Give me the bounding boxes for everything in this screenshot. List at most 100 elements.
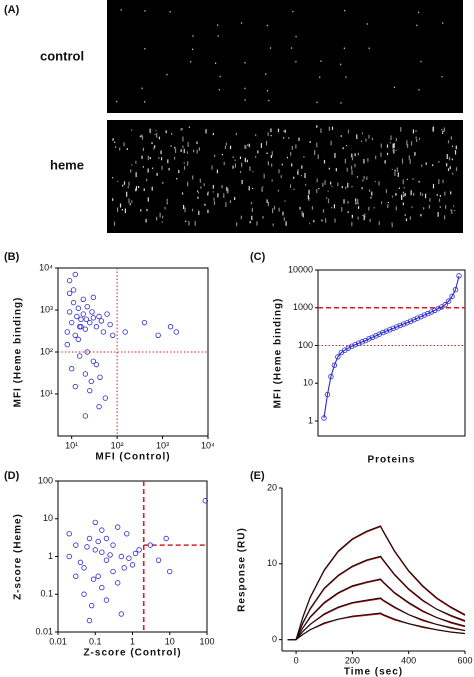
array-spot <box>192 175 194 180</box>
array-spot <box>260 143 262 148</box>
array-spot <box>140 209 142 212</box>
panel-label: (E) <box>250 470 265 482</box>
array-spot <box>200 186 202 189</box>
array-spot <box>235 132 237 136</box>
data-point <box>167 324 174 330</box>
array-spot <box>292 10 294 13</box>
array-spot <box>452 172 454 175</box>
array-spot <box>143 188 145 192</box>
array-spot <box>234 163 237 168</box>
data-point <box>103 535 110 542</box>
array-spot <box>378 181 380 186</box>
data-point <box>87 319 93 326</box>
array-spot <box>173 156 176 160</box>
array-spot <box>160 150 162 155</box>
array-spot <box>283 130 285 132</box>
array-spot <box>244 87 246 90</box>
y-axis-title: MFI (Heme binding) <box>13 297 24 408</box>
data-point <box>93 324 100 330</box>
data-point <box>77 559 84 566</box>
array-spot <box>387 201 390 204</box>
y-tick-label: 10 <box>303 378 313 388</box>
array-spot <box>330 140 332 146</box>
array-spot <box>451 209 453 214</box>
array-spot <box>321 219 323 222</box>
array-spot <box>122 184 124 187</box>
data-point <box>129 562 136 568</box>
y-tick-label: 1 <box>308 415 313 425</box>
array-spot <box>381 201 383 205</box>
array-spot <box>316 142 318 148</box>
array-spot <box>191 48 194 51</box>
data-point <box>387 327 393 333</box>
data-point <box>72 383 78 390</box>
array-spot <box>333 204 336 209</box>
array-spot <box>174 148 177 153</box>
array-spot <box>295 60 297 63</box>
array-spot <box>131 129 133 131</box>
array-spot <box>212 191 214 193</box>
array-spot <box>203 183 205 186</box>
data-point <box>64 329 70 335</box>
data-point <box>118 611 124 617</box>
array-spot <box>115 146 117 148</box>
array-spot <box>145 219 147 223</box>
array-spot <box>251 187 254 190</box>
array-spot <box>320 60 322 62</box>
array-spot <box>351 215 354 218</box>
y-tick-label: 10³ <box>40 304 53 314</box>
array-spot <box>334 218 336 223</box>
array-spot <box>205 129 207 134</box>
array-spot <box>347 200 349 204</box>
data-point <box>88 602 95 609</box>
array-spot <box>221 185 223 189</box>
data-point <box>355 340 362 346</box>
data-point <box>88 378 94 385</box>
data-point <box>421 312 428 318</box>
array-spot <box>451 145 454 148</box>
array-spot <box>341 185 343 189</box>
array-spot <box>239 156 242 160</box>
array-spot <box>295 35 297 38</box>
array-spot <box>357 206 360 209</box>
data-point <box>442 302 448 308</box>
array-spot <box>301 165 303 169</box>
array-spot <box>252 171 254 173</box>
data-line <box>287 525 466 641</box>
array-spot <box>188 220 190 226</box>
array-spot <box>271 163 273 167</box>
array-spot <box>441 128 443 131</box>
array-spot <box>307 194 309 200</box>
x-tick-label: 10³ <box>156 440 169 450</box>
array-spot <box>213 154 216 158</box>
array-spot <box>166 73 168 76</box>
data-point <box>99 527 105 533</box>
array-spot <box>289 184 292 188</box>
array-spot <box>369 218 371 223</box>
data-point <box>74 313 80 320</box>
array-spot <box>121 209 123 211</box>
array-spot <box>412 178 414 180</box>
array-spot <box>266 199 268 204</box>
array-spot <box>245 145 247 149</box>
data-point <box>155 557 162 563</box>
x-tick-label: 400 <box>401 655 416 665</box>
array-spot <box>199 178 201 183</box>
array-spot <box>354 163 356 168</box>
array-spot <box>141 134 143 138</box>
array-spot <box>255 134 257 137</box>
x-tick-label: 0 <box>294 655 299 665</box>
array-spot <box>215 62 217 64</box>
data-point <box>404 320 410 326</box>
array-spot <box>251 215 253 221</box>
data-point <box>80 296 86 302</box>
array-spot <box>368 189 371 192</box>
x-tick-label: 10 <box>165 636 175 646</box>
array-spot <box>402 191 405 193</box>
data-point <box>147 542 153 548</box>
array-spot <box>281 163 283 166</box>
array-spot <box>368 47 370 50</box>
data-point <box>414 315 421 321</box>
array-spot <box>405 218 408 222</box>
